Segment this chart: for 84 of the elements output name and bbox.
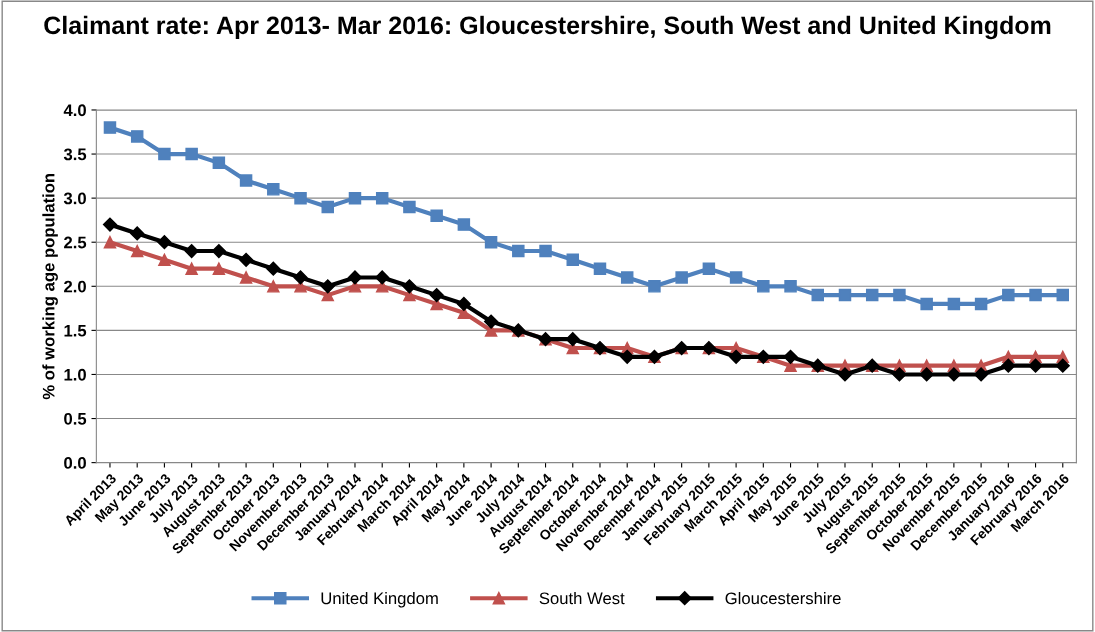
point	[185, 262, 198, 275]
point	[130, 244, 144, 258]
point	[429, 288, 444, 303]
point	[729, 271, 743, 284]
point	[211, 243, 226, 259]
point	[892, 367, 907, 382]
point	[946, 367, 961, 382]
point	[729, 349, 744, 364]
point	[893, 288, 906, 302]
point	[347, 270, 363, 285]
y-tick-label: 0.5	[64, 412, 87, 425]
point	[593, 262, 607, 275]
point	[294, 191, 307, 205]
point	[293, 270, 308, 285]
y-tick-label: 0.0	[64, 457, 86, 469]
point	[648, 280, 661, 293]
y-tick-label: 2.5	[64, 236, 87, 249]
point	[1029, 288, 1042, 302]
point	[102, 217, 118, 232]
point	[1055, 358, 1070, 373]
legend-label: United Kingdom	[321, 591, 438, 608]
point	[348, 191, 362, 205]
point	[1002, 288, 1015, 302]
y-tick-label: 4.0	[63, 104, 86, 117]
point	[837, 367, 853, 382]
point	[266, 261, 281, 276]
point	[402, 279, 417, 294]
legend-label: South West	[539, 591, 625, 605]
point	[185, 147, 198, 161]
point	[103, 235, 117, 249]
point	[158, 147, 171, 161]
point	[239, 174, 253, 187]
point	[865, 288, 879, 302]
point	[484, 314, 499, 329]
point	[239, 271, 253, 284]
point	[130, 226, 145, 241]
point	[212, 262, 226, 275]
legend-label: Gloucestershire	[725, 591, 841, 605]
point	[512, 244, 525, 258]
y-tick-label: 2.0	[64, 280, 86, 293]
y-tick-label: 3.0	[63, 192, 86, 205]
point	[430, 209, 443, 223]
point	[974, 297, 988, 311]
point	[620, 349, 635, 364]
point	[947, 297, 961, 311]
point	[375, 191, 389, 205]
point	[566, 253, 580, 267]
y-tick-label: 3.5	[63, 148, 87, 161]
point	[320, 279, 335, 294]
point	[1001, 358, 1016, 373]
point	[456, 296, 471, 312]
point	[920, 297, 933, 311]
point	[375, 270, 390, 285]
point	[675, 271, 688, 284]
point	[130, 130, 144, 143]
point	[783, 349, 798, 364]
point	[239, 252, 254, 267]
point	[267, 280, 280, 293]
point	[702, 262, 716, 275]
point	[321, 200, 335, 214]
point	[403, 200, 416, 214]
point	[158, 253, 171, 267]
point	[103, 121, 117, 134]
y-tick-label: 1.0	[64, 368, 86, 381]
point	[157, 235, 172, 250]
point	[974, 367, 989, 382]
y-axis-title: % of working age population	[42, 173, 58, 400]
point	[620, 271, 634, 284]
point	[457, 218, 471, 231]
y-tick-label: 1.5	[64, 324, 87, 337]
point	[838, 288, 852, 302]
point	[184, 243, 199, 259]
point	[539, 244, 552, 258]
point	[484, 235, 498, 249]
point	[811, 288, 825, 302]
point	[212, 156, 226, 170]
point	[784, 280, 797, 293]
point	[757, 280, 770, 293]
point	[565, 332, 580, 347]
point	[1056, 288, 1070, 302]
point	[919, 367, 934, 382]
point	[1028, 358, 1043, 373]
chart-title: Claimant rate: Apr 2013- Mar 2016: Gloucestershire, South West and United Kingdom	[44, 15, 1051, 40]
point	[267, 183, 280, 196]
